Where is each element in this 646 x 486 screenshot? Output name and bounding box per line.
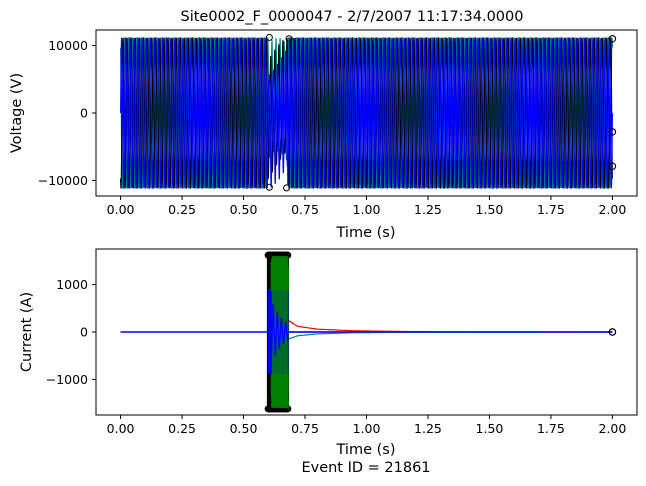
voltage-y-axis-label: Voltage (V) <box>9 73 25 153</box>
current-y-axis-label: Current (A) <box>19 292 35 372</box>
x-tick-label: 1.75 <box>537 202 565 217</box>
y-tick-label: 0 <box>80 106 88 121</box>
voltage-plot-title: Site0002_F_0000047 - 2/7/2007 11:17:34.0… <box>181 9 524 25</box>
x-tick-label: 0.75 <box>291 202 319 217</box>
y-tick-label: −10000 <box>38 173 88 188</box>
x-tick-label: 0.00 <box>107 202 135 217</box>
x-tick-label: 1.25 <box>414 421 442 436</box>
x-tick-label: 0.75 <box>291 421 319 436</box>
voltage-data-layer <box>121 34 616 190</box>
x-tick-label: 1.00 <box>353 421 381 436</box>
x-tick-label: 0.50 <box>230 421 258 436</box>
y-tick-label: 10000 <box>48 38 88 53</box>
x-tick-label: 2.00 <box>598 202 626 217</box>
x-tick-label: 1.00 <box>353 202 381 217</box>
x-tick-label: 1.75 <box>537 421 565 436</box>
x-tick-label: 0.25 <box>168 421 196 436</box>
x-tick-label: 1.50 <box>476 421 504 436</box>
x-tick-label: 2.00 <box>598 421 626 436</box>
current-x-axis-label: Time (s) <box>336 442 396 458</box>
event-id-label: Event ID = 21861 <box>301 460 430 476</box>
voltage-series-2 <box>121 37 613 188</box>
x-tick-label: 0.00 <box>107 421 135 436</box>
x-tick-label: 1.25 <box>414 202 442 217</box>
y-tick-label: 1000 <box>56 277 88 292</box>
x-tick-label: 0.25 <box>168 202 196 217</box>
y-tick-label: −1000 <box>46 372 88 387</box>
y-tick-label: 0 <box>80 325 88 340</box>
x-tick-label: 0.50 <box>230 202 258 217</box>
x-tick-label: 1.50 <box>476 202 504 217</box>
voltage-x-axis-label: Time (s) <box>336 225 396 241</box>
